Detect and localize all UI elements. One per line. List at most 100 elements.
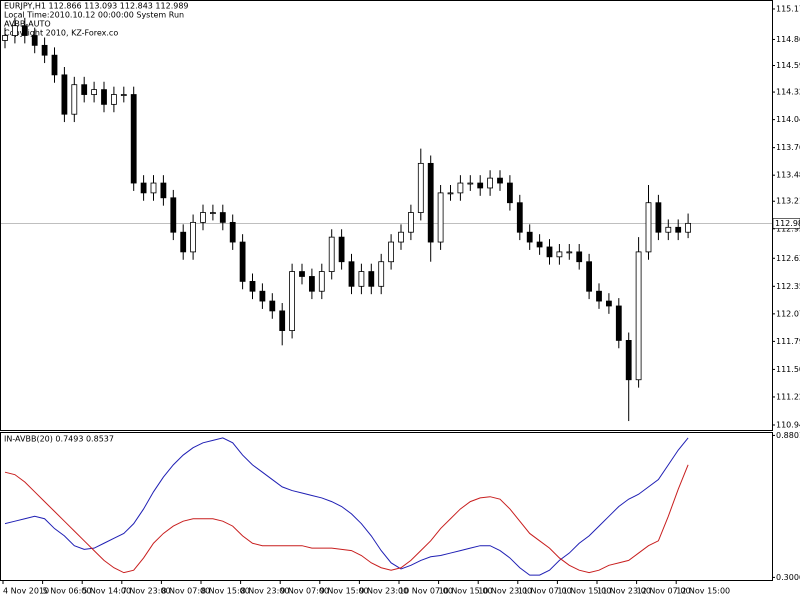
candle-body: [51, 54, 58, 76]
candle-body: [586, 261, 592, 292]
candle-body: [675, 226, 682, 233]
candle-body: [209, 212, 216, 214]
x-tick-label: 10 Nov 15:00: [439, 587, 493, 596]
candle-body: [615, 305, 622, 341]
candle-body: [685, 222, 691, 233]
y-tick-label: 113.215: [776, 197, 800, 206]
candle-body: [81, 84, 88, 95]
x-tick-label: 8 Nov 07:00: [161, 587, 210, 596]
candle-body: [596, 290, 602, 302]
y-tick-label: 111.790: [776, 337, 800, 346]
candle-body: [516, 202, 523, 233]
y-tick-label: 114.045: [776, 115, 800, 124]
candle-body: [556, 251, 563, 258]
candle-body: [546, 246, 553, 258]
candle-body: [200, 212, 206, 223]
candle-body: [289, 271, 296, 331]
candle-body: [21, 25, 28, 36]
y-tick-label: 112.070: [776, 309, 800, 318]
candle-body: [655, 202, 662, 233]
y-tick-label: 111.505: [776, 365, 800, 374]
candle-body: [41, 44, 48, 56]
candle-body: [299, 271, 305, 277]
candle-body: [348, 261, 355, 287]
candle-body: [665, 226, 672, 233]
candle-body: [259, 290, 266, 302]
candle-body: [606, 300, 612, 307]
y-tick-label: 110.940: [776, 420, 800, 429]
candle-body: [11, 25, 18, 36]
y-tick-label: 112.635: [776, 254, 800, 263]
x-tick-label: 11 Nov 23:00: [597, 587, 651, 596]
x-tick-label: 8 Nov 15:00: [201, 587, 250, 596]
last-price-label: 112.989: [775, 219, 800, 228]
candle-body: [427, 162, 434, 243]
candle-body: [477, 182, 484, 189]
candle-body: [229, 221, 236, 243]
candle-body: [190, 221, 197, 253]
candle-body: [239, 241, 246, 282]
indicator-line: [4, 464, 689, 574]
x-tick-label: 10 Nov 23:00: [478, 587, 532, 596]
candle-body: [576, 251, 583, 263]
candle-body: [318, 271, 325, 292]
candle-body: [328, 236, 335, 272]
candle-body: [635, 251, 642, 381]
candle-body: [219, 212, 226, 223]
y-tick-label: 112.350: [776, 282, 800, 291]
x-tick-label: 11 Nov 15:00: [557, 587, 611, 596]
candle-body: [378, 261, 385, 287]
header-line: Local Time:2010.10.12 00:00:00 System Ru…: [4, 11, 184, 20]
y-tick-label: 114.595: [776, 61, 800, 70]
candle-body: [91, 89, 97, 95]
y-tick-label: 113.760: [776, 143, 800, 152]
x-tick-label: 12 Nov 15:00: [676, 587, 730, 596]
y-tick-label: 0.3006: [776, 573, 800, 582]
indicator-line: [4, 437, 689, 576]
candle-body: [358, 271, 365, 287]
candle-body: [170, 197, 177, 233]
candle-body: [566, 251, 573, 254]
candle-body: [111, 94, 117, 105]
candle-body: [398, 231, 404, 243]
candle-body: [467, 182, 474, 185]
x-tick-label: 7 Nov 23:00: [122, 587, 171, 596]
candle-body: [338, 236, 345, 263]
candle-body: [61, 74, 68, 115]
candle-body: [71, 84, 78, 115]
x-tick-label: 5 Nov 14:00: [82, 587, 131, 596]
candle-body: [487, 177, 494, 189]
candle-body: [269, 300, 276, 312]
last-price-box: [772, 218, 800, 229]
indicator-title: IN-AVBB(20) 0.7493 0.8537: [4, 435, 114, 444]
y-tick-label: 114.860: [776, 35, 800, 44]
header-line: EURJPY,H1 112.866 113.093 112.843 112.98…: [4, 2, 189, 11]
candle-body: [31, 35, 38, 46]
candle-body: [279, 310, 286, 331]
candle-body: [506, 182, 513, 204]
x-tick-label: 9 Nov 23:00: [359, 587, 408, 596]
candle-body: [457, 182, 464, 194]
y-tick-label: 112.935: [776, 224, 800, 233]
x-tick-label: 9 Nov 07:00: [280, 587, 329, 596]
y-tick-label: 114.325: [776, 88, 800, 97]
candle-body: [407, 212, 414, 233]
indicator-panel: [0, 432, 773, 581]
x-tick-label: 8 Nov 23:00: [241, 587, 290, 596]
x-tick-label: 9 Nov 15:00: [320, 587, 369, 596]
x-tick-label: 5 Nov 06:00: [43, 587, 92, 596]
candle-body: [249, 280, 256, 292]
candle-body: [150, 182, 157, 194]
x-tick-label: 12 Nov 07:00: [637, 587, 691, 596]
candle-body: [388, 241, 395, 263]
candle-body: [120, 94, 127, 96]
candle-body: [130, 94, 137, 184]
candle-body: [180, 231, 187, 253]
candle-body: [160, 182, 167, 199]
y-tick-label: 115.170: [776, 4, 800, 13]
candle-body: [437, 192, 444, 243]
candle-body: [140, 182, 147, 194]
candle-body: [645, 202, 652, 253]
